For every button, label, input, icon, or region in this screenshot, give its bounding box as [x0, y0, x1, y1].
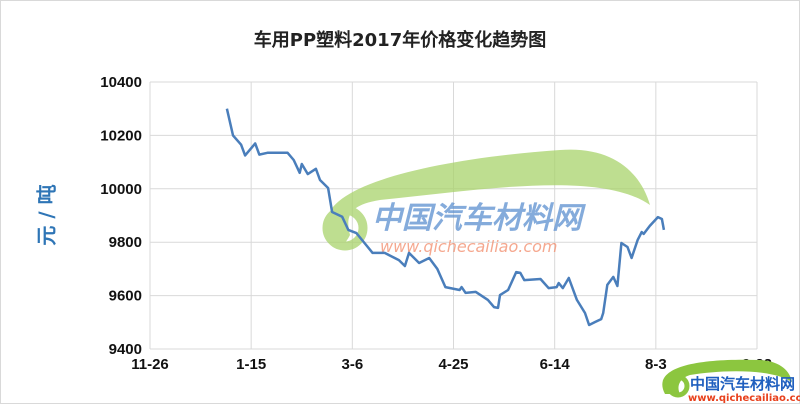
corner-logo-name: 中国汽车材料网 [690, 375, 795, 393]
y-tick-label: 9600 [109, 288, 142, 305]
y-tick-labels: 9400 9600 9800 10000 10200 10400 [100, 74, 142, 358]
gridlines [149, 81, 758, 350]
x-tick-label: 4-25 [438, 356, 468, 373]
y-tick-label: 10400 [100, 74, 142, 91]
y-tick-label: 9400 [109, 341, 142, 358]
watermark-name: 中国汽车材料网 [372, 201, 586, 236]
y-tick-label: 9800 [109, 234, 142, 251]
x-tick-label: 3-6 [341, 356, 363, 373]
watermark-url: www.qichecailiao.com [380, 237, 558, 256]
corner-logo: 中国汽车材料网 www.qichecailiao.com [662, 359, 800, 404]
chart-title: 车用PP塑料2017年价格变化趋势图 [253, 30, 547, 51]
x-tick-label: 11-26 [131, 356, 169, 373]
y-tick-label: 10000 [100, 181, 142, 198]
y-tick-label: 10200 [100, 127, 142, 144]
watermark-logo: 中国汽车材料网 www.qichecailiao.com [322, 149, 650, 256]
x-tick-label: 1-15 [236, 356, 266, 373]
x-tick-label: 6-14 [540, 356, 571, 373]
x-tick-label: 8-3 [645, 356, 667, 373]
corner-logo-url: www.qichecailiao.com [688, 393, 800, 404]
